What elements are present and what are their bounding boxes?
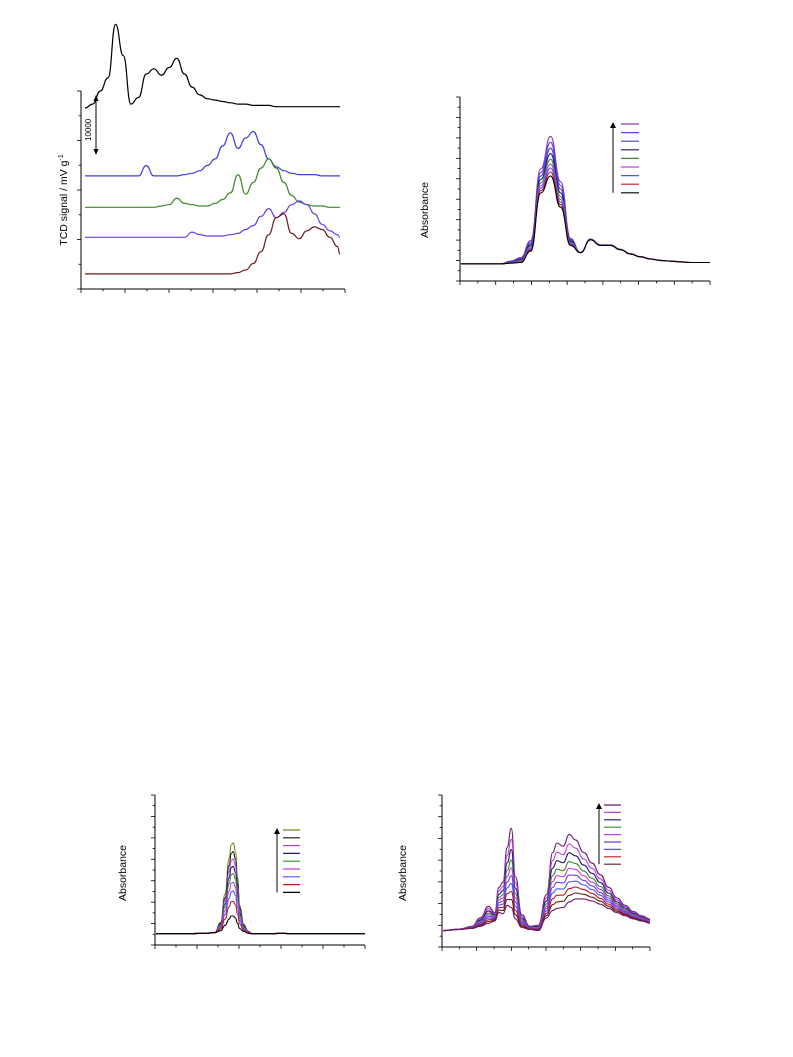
series-line-5 — [156, 872, 365, 935]
series-line-9 — [461, 175, 710, 265]
y-axis-label: Absorbance — [117, 845, 129, 901]
y-axis-label: TCD signal / mV g-1 — [58, 154, 70, 246]
series-line-6 — [442, 874, 651, 932]
series-line-4 — [85, 200, 341, 238]
series-line-1 — [84, 23, 340, 109]
series-line-4 — [442, 859, 651, 932]
series-line-9 — [442, 892, 651, 932]
y-axis-label-superscript: -1 — [58, 154, 65, 160]
series-line-1 — [442, 827, 651, 932]
series-line-8 — [156, 900, 365, 935]
chart-absorbance-bottom-right-panel: Absorbance — [397, 794, 651, 951]
series-line-2 — [442, 838, 651, 932]
chart-absorbance-top-panel: Absorbance — [419, 96, 711, 285]
series-line-8 — [461, 171, 710, 265]
legend-arrow-head — [610, 122, 616, 128]
y-axis-label: Absorbance — [419, 182, 431, 238]
series-group — [442, 827, 651, 932]
chart-absorbance-bottom-left-panel: Absorbance — [117, 794, 366, 949]
series-line-3 — [85, 158, 340, 208]
series-line-2 — [156, 851, 365, 935]
series-line-5 — [85, 213, 341, 275]
legend — [610, 122, 639, 194]
series-line-4 — [156, 865, 365, 935]
legend — [274, 828, 300, 894]
series-line-10 — [442, 898, 651, 932]
series-line-6 — [461, 163, 710, 265]
axes — [438, 794, 651, 951]
series-line-5 — [442, 867, 651, 932]
axes — [456, 96, 711, 285]
series-line-7 — [442, 880, 651, 932]
series-line-7 — [461, 167, 710, 265]
chart-tcd-panel: TCD signal / mV g-1 10000 — [58, 23, 346, 293]
legend-arrow-head — [596, 803, 602, 809]
series-line-3 — [156, 858, 365, 935]
series-line-3 — [442, 849, 651, 932]
axes — [151, 794, 366, 949]
series-line-8 — [442, 886, 651, 932]
series-line-5 — [461, 158, 710, 265]
legend — [596, 803, 621, 865]
series-line-1 — [156, 842, 365, 935]
series-line-9 — [156, 915, 365, 935]
axes — [77, 90, 346, 293]
series-line-6 — [156, 881, 365, 935]
series-line-2 — [85, 130, 340, 177]
series-group — [84, 23, 341, 275]
series-group — [461, 135, 710, 265]
series-line-7 — [156, 890, 365, 935]
y-axis-label-group: TCD signal / mV g-1 — [58, 154, 70, 246]
legend-arrow-head — [274, 828, 280, 834]
scale-bar-label: 10000 — [84, 118, 93, 141]
y-axis-label: Absorbance — [397, 845, 409, 901]
series-group — [156, 842, 365, 935]
